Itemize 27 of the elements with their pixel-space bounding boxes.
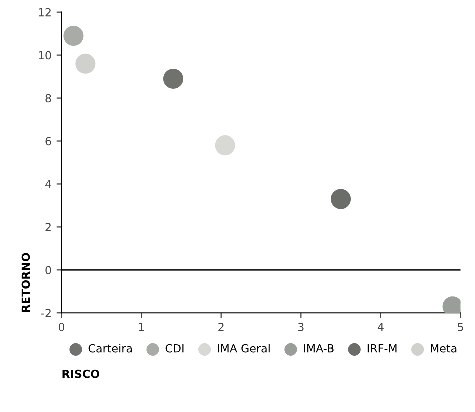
y-tick-label: 12 xyxy=(39,8,51,17)
point xyxy=(163,68,184,89)
legend-label: Meta xyxy=(431,344,457,353)
legend-label: IMA-B xyxy=(304,344,334,353)
x-tick-label: 5 xyxy=(458,323,464,332)
y-axis-title: RETORNO xyxy=(22,253,30,312)
legend-label: CDI xyxy=(166,344,184,353)
x-tick-label: 3 xyxy=(298,323,304,332)
point xyxy=(76,54,96,74)
x-tick-label: 2 xyxy=(218,323,224,332)
y-tick-label: 0 xyxy=(46,266,52,275)
x-axis-title: RISCO xyxy=(62,370,100,378)
legend-label: IRF-M xyxy=(368,344,397,353)
y-tick-label: 4 xyxy=(46,180,52,188)
legend-label: Carteira xyxy=(88,344,132,353)
y-tick-label: 8 xyxy=(46,94,52,103)
y-tick-label: 6 xyxy=(46,137,52,146)
x-tick-label: 0 xyxy=(58,323,65,332)
y-tick-label: 10 xyxy=(39,51,52,60)
point xyxy=(64,26,84,46)
x-tick-label: 4 xyxy=(378,323,384,332)
point xyxy=(215,136,236,156)
x-tick-label: 1 xyxy=(139,323,144,332)
y-tick-label: -2 xyxy=(41,309,51,318)
point xyxy=(331,189,352,210)
y-tick-label: 2 xyxy=(46,223,51,232)
legend-label: IMA Geral xyxy=(218,344,270,353)
